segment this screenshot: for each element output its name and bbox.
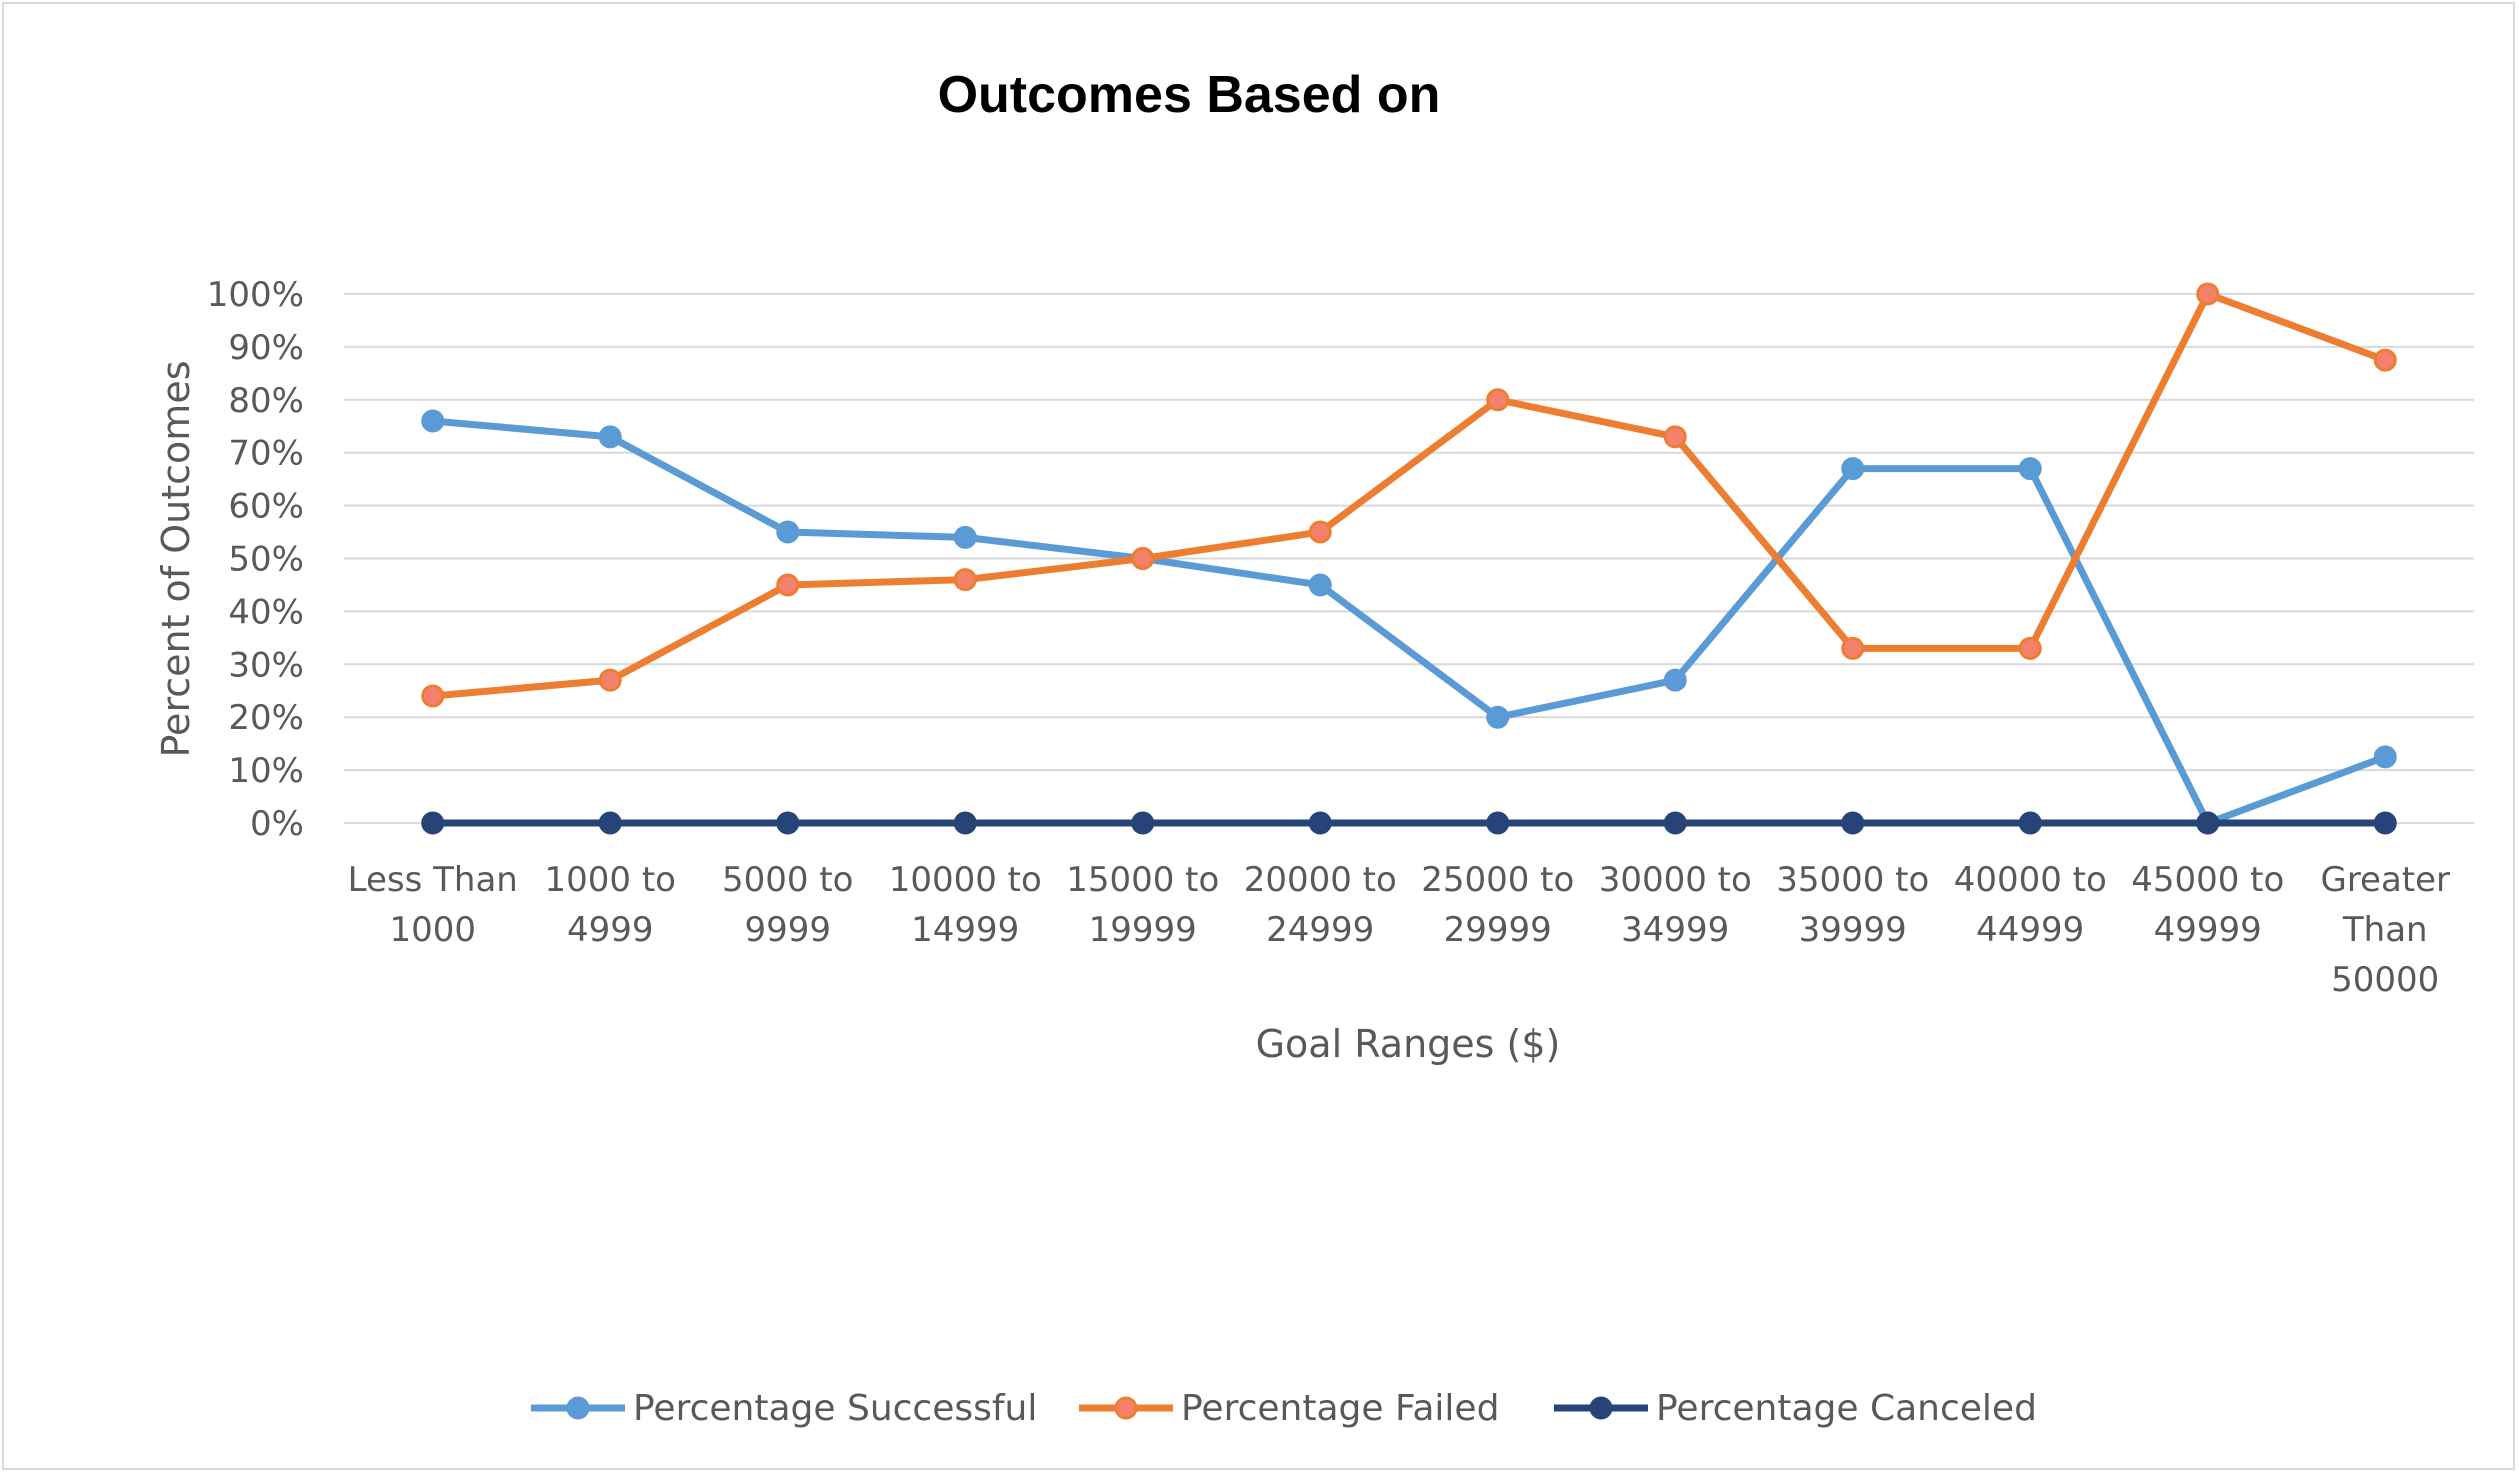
data-point [1486, 388, 1510, 412]
data-point [2196, 811, 2220, 835]
gridlines [344, 293, 2474, 824]
x-tick-label: Greater Than 50000 [2320, 860, 2450, 1000]
data-point [2373, 811, 2397, 835]
data-point [1663, 425, 1687, 449]
data-point [1841, 457, 1865, 481]
y-tick-label: 0% [250, 804, 304, 844]
data-point [1131, 547, 1155, 570]
data-point [1131, 811, 1155, 835]
y-tick-label: 10% [228, 751, 304, 791]
x-axis-tick-labels: Less Than 1000 1000 to 4999 5000 to 9999 10000… [348, 860, 2450, 1000]
x-axis-title: Goal Ranges ($) [1256, 1022, 1561, 1066]
legend: Percentage Successful Percentage Failed Pe… [531, 1388, 2037, 1429]
y-tick-label: 50% [228, 540, 304, 580]
x-tick-label: 1000 to 4999 [545, 860, 676, 950]
x-tick-label: 40000 to 44999 [1954, 860, 2107, 950]
data-point [953, 568, 977, 592]
legend-swatch-marker [1589, 1396, 1613, 1420]
data-point [2373, 745, 2397, 769]
y-axis-title: Percent of Outcomes [154, 361, 198, 758]
data-point [2196, 282, 2220, 306]
x-tick-label: 10000 to 14999 [889, 860, 1042, 950]
x-tick-label: 20000 to 24999 [1244, 860, 1397, 950]
data-point [598, 668, 622, 692]
data-point [1486, 705, 1510, 729]
data-point [2373, 348, 2397, 372]
data-point [2018, 457, 2042, 481]
x-tick-label: 30000 to 34999 [1599, 860, 1752, 950]
series-3 [421, 811, 2397, 835]
y-tick-label: 40% [228, 592, 304, 632]
series-layer [421, 282, 2397, 835]
data-point [953, 811, 977, 835]
data-point [776, 811, 800, 835]
series-2 [421, 282, 2397, 708]
legend-swatch-marker [1114, 1396, 1138, 1420]
x-tick-label: 5000 to 9999 [722, 860, 853, 950]
legend-item: Percentage Successful [531, 1388, 1037, 1429]
x-tick-label: 35000 to 39999 [1776, 860, 1929, 950]
y-tick-label: 20% [228, 698, 304, 738]
y-tick-label: 100% [207, 275, 304, 315]
x-tick-label: 45000 to 49999 [2131, 860, 2284, 950]
y-tick-label: 30% [228, 645, 304, 685]
data-point [598, 811, 622, 835]
data-point [1663, 668, 1687, 692]
data-point [1841, 636, 1865, 660]
data-point [598, 425, 622, 449]
x-tick-label: Less Than 1000 [348, 860, 518, 950]
legend-label: Percentage Successful [633, 1388, 1037, 1429]
data-point [776, 520, 800, 544]
line-chart: Outcomes Based on 0% 10% 20% 30% 40% 50% 60% 70… [154, 66, 2474, 1429]
data-point [1841, 811, 1865, 835]
legend-label: Percentage Canceled [1656, 1388, 2037, 1429]
x-tick-label: 15000 to 19999 [1066, 860, 1219, 950]
data-point [2018, 811, 2042, 835]
data-point [1663, 811, 1687, 835]
data-point [421, 811, 445, 835]
data-point [1308, 573, 1332, 597]
data-point [1308, 520, 1332, 544]
y-tick-label: 90% [228, 328, 304, 368]
data-point [1308, 811, 1332, 835]
x-tick-label: 25000 to 29999 [1421, 860, 1574, 950]
data-point [421, 684, 445, 708]
data-point [1486, 811, 1510, 835]
y-tick-label: 60% [228, 487, 304, 527]
legend-swatch-marker [566, 1396, 590, 1420]
series-line [429, 417, 2389, 827]
data-point [953, 525, 977, 549]
data-point [421, 409, 445, 433]
legend-item: Percentage Canceled [1554, 1388, 2037, 1429]
y-tick-label: 80% [228, 381, 304, 421]
data-point [2018, 636, 2042, 660]
series-line [429, 290, 2389, 700]
legend-item: Percentage Failed [1079, 1388, 1499, 1429]
y-axis-tick-labels: 0% 10% 20% 30% 40% 50% 60% 70% 80% 90% 100% [207, 275, 304, 844]
y-tick-label: 70% [228, 434, 304, 474]
data-point [776, 573, 800, 597]
chart-title: Outcomes Based on [938, 66, 1441, 124]
legend-label: Percentage Failed [1181, 1388, 1499, 1429]
